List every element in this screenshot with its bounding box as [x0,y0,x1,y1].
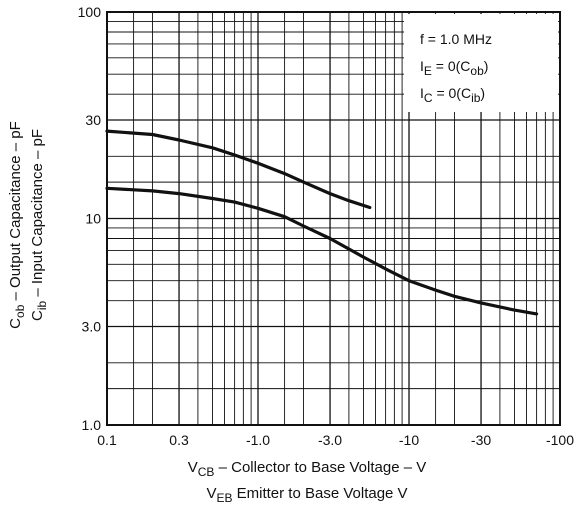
y-axis-label-line-1-group: Cob – Output Capacitance – pF [7,121,27,329]
legend-background [404,14,558,112]
curves [105,129,539,316]
x-tick-labels: 0.1 0.3 -1.0 -3.0 -10 -30 -100 [97,432,574,448]
y-tick-label: 1.0 [82,417,102,433]
capacitance-curve-1 [105,129,372,210]
x-tick-label: -100 [546,432,574,448]
x-tick-label: 0.3 [169,432,189,448]
x-tick-label: -3.0 [318,432,342,448]
x-axis-label-line-1: VCB – Collector to Base Voltage – V [188,459,426,479]
x-tick-label: -30 [471,432,491,448]
plot-frame [106,11,561,426]
legend-box: f = 1.0 MHz IE = 0(Cob) IC = 0(Cib) [404,14,558,112]
y-axis-label-line-2-group: Cib – Input Capacitance – pF [29,129,49,321]
capacitance-curve-2 [105,186,539,316]
y-tick-label: 30 [85,112,101,128]
y-axis-label-line-1: Cob – Output Capacitance – pF [7,121,27,329]
x-axis-label: VCB – Collector to Base Voltage – V VEB E… [188,459,426,505]
y-axis-label-line-2: Cib – Input Capacitance – pF [29,129,49,321]
legend-entry: IE = 0(Cob) [420,58,488,78]
x-axis-label-line-2: VEB Emitter to Base Voltage V [206,485,407,505]
x-tick-label: -10 [399,432,419,448]
legend-entry: IC = 0(Cib) [420,85,485,105]
x-tick-label: 0.1 [97,432,117,448]
y-tick-labels: 1.0 3.0 10 30 100 [78,4,102,433]
x-tick-label: -1.0 [246,432,270,448]
y-tick-label: 3.0 [82,318,102,334]
legend-entry: f = 1.0 MHz [420,31,492,47]
y-tick-label: 10 [85,211,101,227]
y-tick-label: 100 [78,4,102,20]
